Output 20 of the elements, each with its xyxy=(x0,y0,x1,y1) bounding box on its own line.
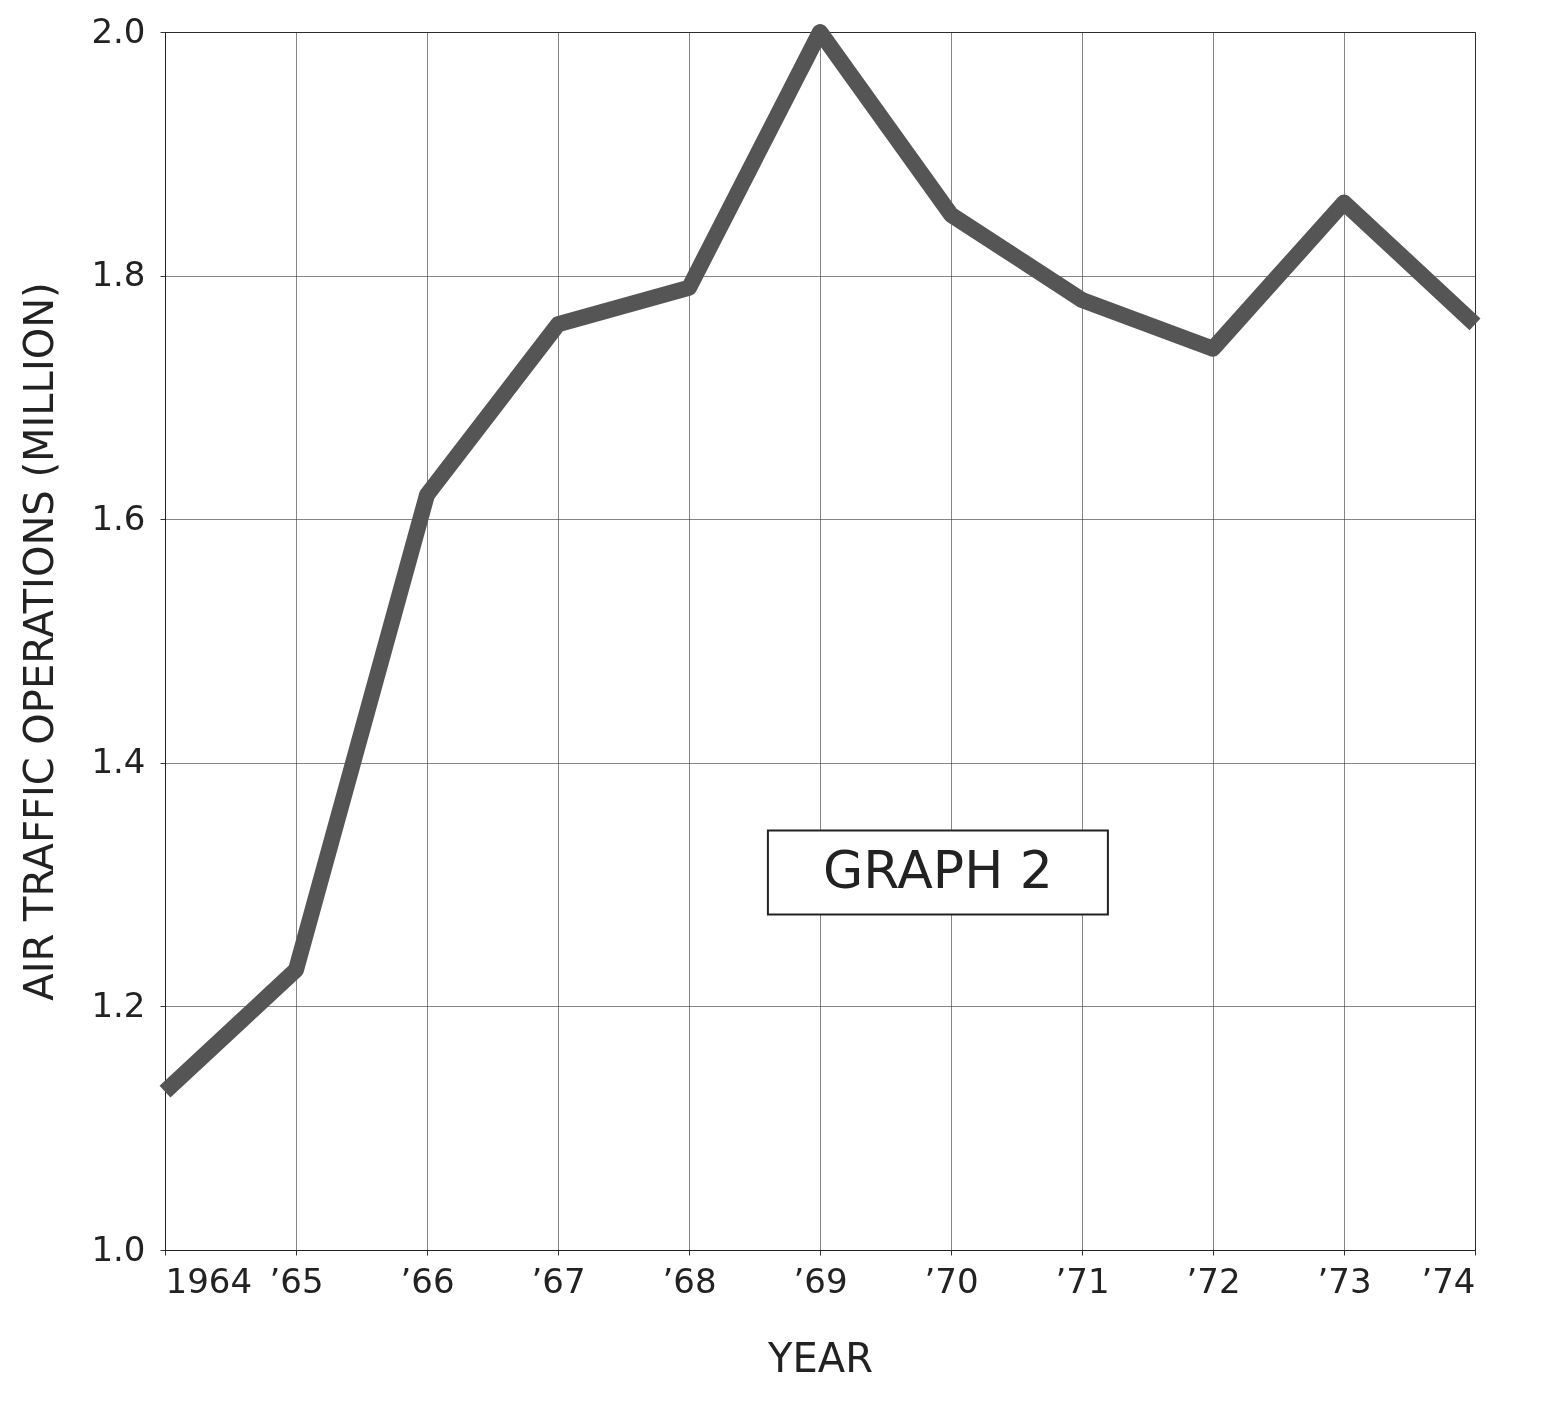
y-tick-label: 2.0 xyxy=(91,10,146,51)
y-tick-label: 1.2 xyxy=(91,984,146,1025)
x-tick-label: ’67 xyxy=(531,1260,586,1301)
x-axis-title: YEAR xyxy=(767,1334,873,1381)
y-tick-label: 1.6 xyxy=(91,497,146,538)
x-tick-label: ’68 xyxy=(662,1260,717,1301)
annotation: GRAPH 2 xyxy=(822,840,1053,901)
y-tick-label: 1.0 xyxy=(91,1228,146,1269)
x-tick-label: ’69 xyxy=(793,1260,848,1301)
x-tick-label: ’65 xyxy=(269,1260,324,1301)
x-tick-label: ’70 xyxy=(924,1260,979,1301)
y-tick-label: 1.8 xyxy=(91,254,146,295)
y-axis-title: AIR TRAFFIC OPERATIONS (MILLION) xyxy=(16,282,63,1001)
x-tick-label: 1964 xyxy=(165,1260,253,1301)
x-tick-label: ’74 xyxy=(1421,1260,1476,1301)
y-tick-label: 1.4 xyxy=(91,741,146,782)
x-tick-label: ’73 xyxy=(1317,1260,1372,1301)
x-tick-label: ’72 xyxy=(1186,1260,1241,1301)
x-tick-label: ’71 xyxy=(1055,1260,1110,1301)
x-tick-label: ’66 xyxy=(400,1260,455,1301)
